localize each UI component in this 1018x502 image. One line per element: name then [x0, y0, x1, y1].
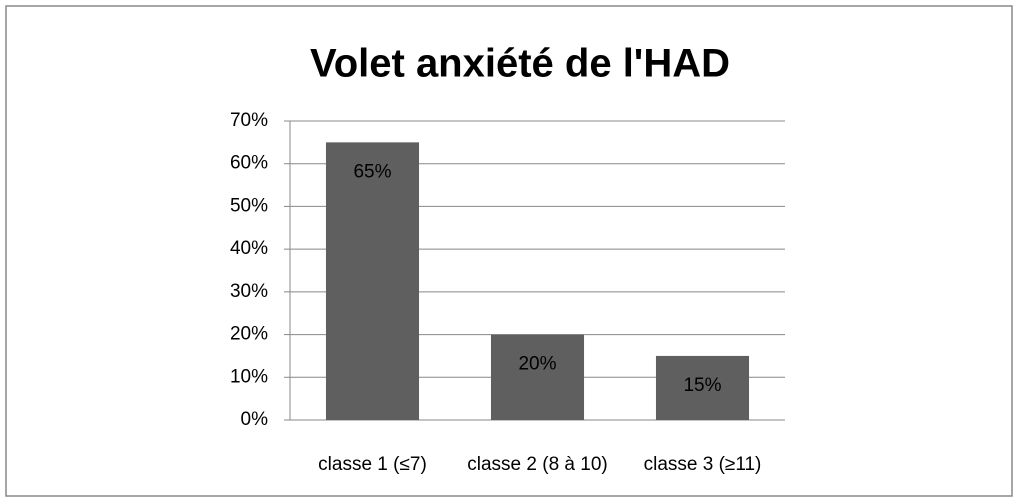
y-tick-label: 60% — [230, 153, 268, 174]
y-tick-label: 70% — [230, 110, 268, 131]
data-label: 15% — [683, 375, 721, 396]
x-tick-label: classe 1 (≤7) — [318, 454, 427, 475]
x-tick-label: classe 2 (8 à 10) — [467, 454, 607, 475]
bar — [490, 334, 585, 420]
bar — [655, 355, 750, 420]
bar — [325, 142, 420, 420]
y-tick-label: 30% — [230, 281, 268, 302]
y-tick-label: 10% — [230, 366, 268, 387]
data-label: 20% — [518, 354, 556, 375]
x-tick-label: classe 3 (≥11) — [644, 454, 762, 475]
data-label: 65% — [353, 161, 391, 182]
y-tick-label: 0% — [241, 409, 269, 430]
chart-title: Volet anxiété de l'HAD — [310, 42, 730, 86]
y-tick-label: 50% — [230, 195, 268, 216]
y-tick-label: 20% — [230, 324, 268, 345]
y-tick-label: 40% — [230, 238, 268, 259]
